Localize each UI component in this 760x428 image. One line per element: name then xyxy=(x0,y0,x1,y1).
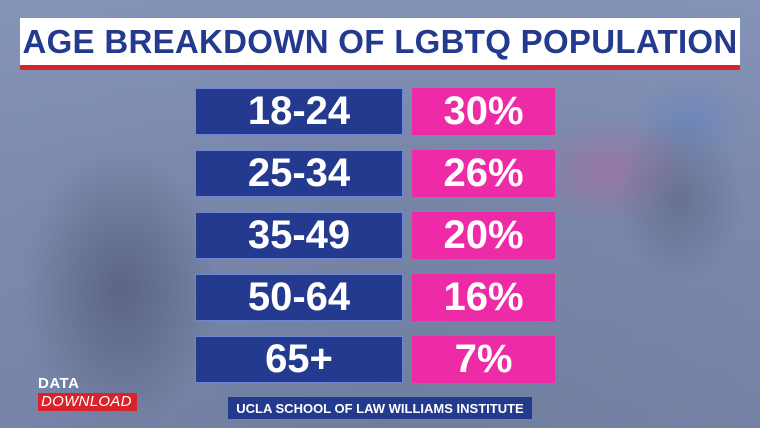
age-label: 50-64 xyxy=(195,274,403,321)
row-3: 50-64 16% xyxy=(195,274,555,321)
age-label: 65+ xyxy=(195,336,403,383)
age-label: 35-49 xyxy=(195,212,403,259)
logo-download-text: DOWNLOAD xyxy=(38,393,137,411)
percent-value: 26% xyxy=(412,150,555,197)
source-credit: UCLA SCHOOL OF LAW WILLIAMS INSTITUTE xyxy=(228,397,532,419)
row-0: 18-24 30% xyxy=(195,88,555,135)
row-2: 35-49 20% xyxy=(195,212,555,259)
data-download-logo: DATA DOWNLOAD xyxy=(38,376,137,411)
percent-value: 16% xyxy=(412,274,555,321)
title-bar: AGE BREAKDOWN OF LGBTQ POPULATION xyxy=(20,18,740,70)
percent-value: 30% xyxy=(412,88,555,135)
age-label: 25-34 xyxy=(195,150,403,197)
row-4: 65+ 7% xyxy=(195,336,555,383)
percent-value: 20% xyxy=(412,212,555,259)
percent-value: 7% xyxy=(412,336,555,383)
logo-data-text: DATA xyxy=(38,375,80,392)
row-1: 25-34 26% xyxy=(195,150,555,197)
chart-title: AGE BREAKDOWN OF LGBTQ POPULATION xyxy=(22,22,738,60)
age-label: 18-24 xyxy=(195,88,403,135)
